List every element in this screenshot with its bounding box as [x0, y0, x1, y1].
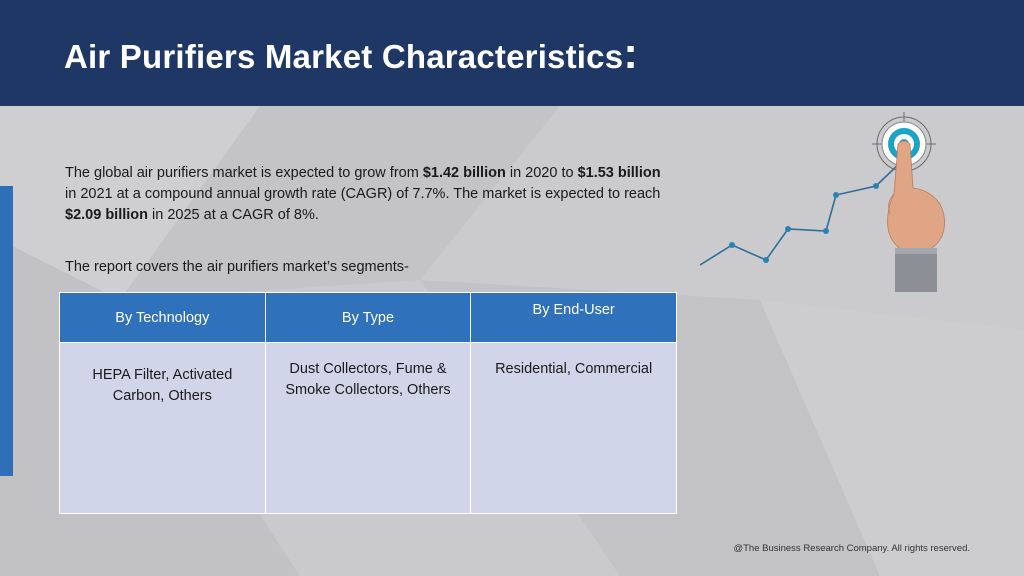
pointing-hand-icon: [887, 140, 945, 292]
cell-type: Dust Collectors, Fume & Smoke Collectors…: [264, 342, 472, 514]
table-row: HEPA Filter, Activated Carbon, Others Du…: [59, 342, 677, 514]
segments-table: By Technology By Type By End-User HEPA F…: [59, 292, 677, 514]
side-accent-bar: [0, 186, 13, 476]
table-header-row: By Technology By Type By End-User: [59, 292, 677, 343]
growth-chart-target-hand-icon: [699, 112, 945, 292]
header-by-end-user: By End-User: [470, 292, 677, 343]
segments-intro: The report covers the air purifiers mark…: [65, 259, 409, 275]
value-2025: $2.09 billion: [65, 207, 148, 223]
cell-end-user: Residential, Commercial: [470, 342, 677, 514]
title-colon: :: [623, 29, 639, 78]
title-bar: Air Purifiers Market Characteristics:: [0, 0, 1024, 106]
header-by-type: By Type: [264, 292, 472, 343]
market-summary-paragraph: The global air purifiers market is expec…: [65, 165, 661, 223]
cell-technology: HEPA Filter, Activated Carbon, Others: [59, 342, 266, 514]
copyright-footer: @The Business Research Company. All righ…: [733, 543, 970, 554]
value-2020: $1.42 billion: [422, 165, 506, 181]
header-by-technology: By Technology: [59, 292, 266, 343]
value-2021: $1.53 billion: [577, 165, 661, 181]
page-title: Air Purifiers Market Characteristics:: [64, 29, 639, 78]
